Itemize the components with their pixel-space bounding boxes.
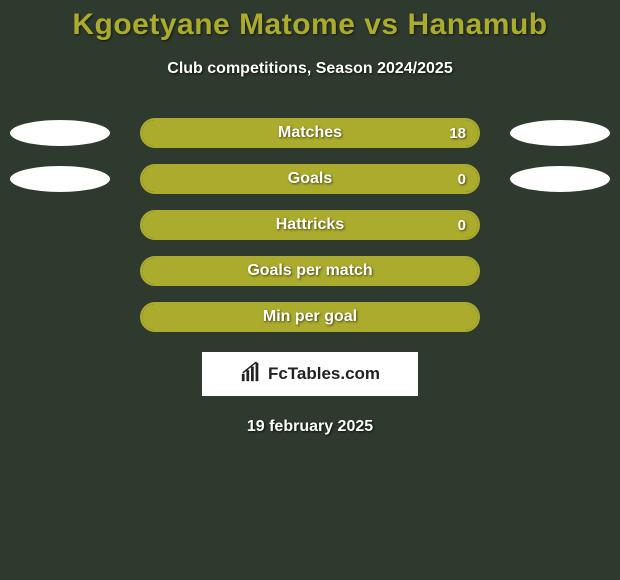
date-text: 19 february 2025 (0, 418, 620, 436)
comparison-infographic: Kgoetyane Matome vs Hanamub Club competi… (0, 0, 620, 436)
branding-badge: FcTables.com (202, 352, 418, 396)
stat-rows: Matches18Goals0Hattricks0Goals per match… (0, 118, 620, 332)
stat-bar: Matches18 (140, 118, 480, 148)
player-left-marker (10, 120, 110, 146)
stat-row: Goals per match (0, 256, 620, 286)
stat-bar: Goals0 (140, 164, 480, 194)
stat-label: Min per goal (142, 304, 478, 330)
stat-row: Matches18 (0, 118, 620, 148)
stat-bar: Goals per match (140, 256, 480, 286)
player-right-marker (510, 166, 610, 192)
spacer (10, 212, 110, 238)
spacer (510, 258, 610, 284)
stat-value-right: 0 (458, 212, 466, 238)
stat-bar: Hattricks0 (140, 210, 480, 240)
stat-label: Hattricks (142, 212, 478, 238)
spacer (10, 304, 110, 330)
stat-value-right: 0 (458, 166, 466, 192)
stat-label: Goals (142, 166, 478, 192)
stat-row: Goals0 (0, 164, 620, 194)
stat-label: Matches (142, 120, 478, 146)
chart-icon (240, 361, 262, 388)
stat-value-right: 18 (449, 120, 466, 146)
player-right-marker (510, 120, 610, 146)
stat-row: Hattricks0 (0, 210, 620, 240)
branding-text: FcTables.com (268, 364, 380, 384)
page-subtitle: Club competitions, Season 2024/2025 (0, 60, 620, 78)
stat-label: Goals per match (142, 258, 478, 284)
spacer (510, 304, 610, 330)
spacer (10, 258, 110, 284)
spacer (510, 212, 610, 238)
stat-bar: Min per goal (140, 302, 480, 332)
stat-row: Min per goal (0, 302, 620, 332)
player-left-marker (10, 166, 110, 192)
page-title: Kgoetyane Matome vs Hanamub (0, 8, 620, 42)
